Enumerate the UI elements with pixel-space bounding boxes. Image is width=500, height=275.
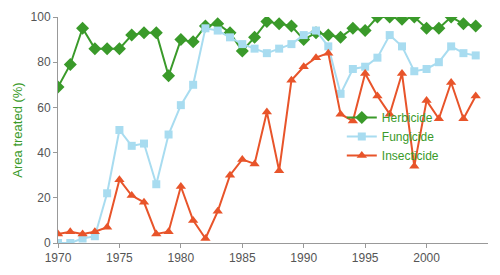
svg-text:Fungicide: Fungicide — [382, 130, 434, 144]
svg-text:1970: 1970 — [45, 251, 72, 265]
svg-text:Insecticide: Insecticide — [382, 149, 439, 163]
svg-text:2000: 2000 — [413, 251, 440, 265]
svg-text:80: 80 — [37, 55, 51, 69]
svg-text:60: 60 — [37, 101, 51, 115]
svg-text:1980: 1980 — [168, 251, 195, 265]
svg-text:20: 20 — [37, 191, 51, 205]
svg-text:40: 40 — [37, 146, 51, 160]
svg-text:100: 100 — [31, 10, 51, 24]
svg-text:Herbicide: Herbicide — [382, 111, 433, 125]
svg-text:0: 0 — [44, 236, 51, 250]
svg-text:Area treated (%): Area treated (%) — [10, 82, 25, 177]
svg-text:1990: 1990 — [290, 251, 317, 265]
svg-text:1975: 1975 — [106, 251, 133, 265]
svg-text:1985: 1985 — [229, 251, 256, 265]
svg-text:1995: 1995 — [352, 251, 379, 265]
